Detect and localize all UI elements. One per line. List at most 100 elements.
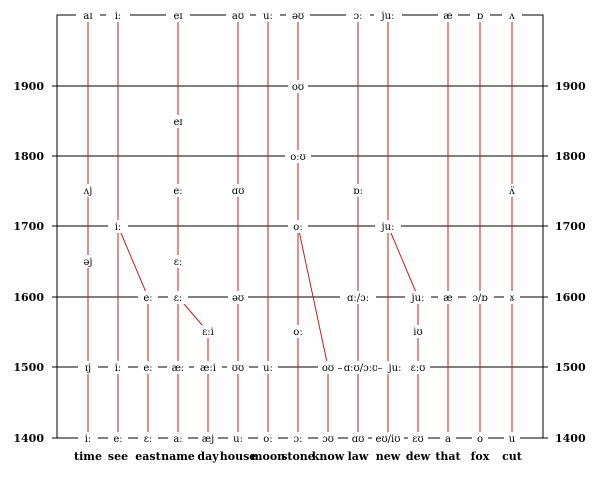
year-axis-left: 1400 1500 1600 1700 1800 1900 (13, 80, 57, 445)
year-label: 1700 (13, 220, 44, 233)
year-label: 1800 (13, 150, 44, 163)
year-label: 1600 (555, 291, 586, 304)
year-label: 1700 (555, 220, 586, 233)
ipa-label: a (445, 434, 451, 445)
path-east-diagonal (117, 225, 149, 298)
word-label: name (161, 450, 195, 463)
year-axis-right: 1400 1500 1600 1700 1800 1900 (543, 80, 586, 445)
word-label: house (220, 450, 257, 463)
path-know-diagonal (297, 225, 329, 368)
ipa-label: oː (293, 222, 302, 233)
ipa-label: æ (443, 11, 452, 22)
ipa-label: ɔː (294, 434, 303, 445)
path-dew-diagonal (387, 225, 419, 298)
ipa-label: eʊ/iʊ (376, 434, 401, 445)
ipa-label: eː (173, 186, 182, 197)
word-label: stone (281, 450, 315, 463)
ipa-label: aː (173, 434, 182, 445)
ipa-label: juː (381, 222, 395, 233)
ipa-label: ɛː (174, 257, 183, 268)
word-label: that (435, 450, 461, 463)
ipa-label: æ (443, 293, 452, 304)
word-label: time (74, 450, 102, 463)
year-label: 1400 (13, 432, 44, 445)
word-label: new (376, 450, 401, 463)
ipa-label: iː (115, 11, 122, 22)
ipa-label: oːʊ (290, 152, 306, 163)
ipa-label: ʌ (508, 11, 515, 22)
ipa-label: o (477, 434, 483, 445)
ipa-label: ɑʊ (352, 434, 365, 445)
year-label: 1400 (555, 432, 586, 445)
word-label: cut (502, 450, 523, 463)
ipa-label: əj (83, 257, 92, 268)
ipa-label: ɒ (477, 11, 484, 22)
intermediate-stages: oʊ eɪ oːʊ ʌj eː ɑʊ ɒː ʌ̈ iː oː juː əj ɛː… (78, 80, 520, 374)
ipa-label: ɑʊ (232, 186, 245, 197)
ipa-label: ɛʊ (412, 434, 423, 445)
ipa-label: ʊʊ (232, 363, 244, 374)
ipa-label: ɛː (144, 434, 153, 445)
ipa-label: eɪ (173, 11, 182, 22)
modern-pronunciations: aɪ iː eɪ aʊ uː əʊ ɔː juː æ ɒ ʌ (76, 9, 522, 22)
ipa-label: iʊ (413, 327, 422, 338)
ipa-label: ɑː/ɔː (347, 293, 369, 304)
ipa-label: æj (202, 434, 215, 445)
ipa-label: ɔː (354, 11, 363, 22)
ipa-label: æː (172, 363, 185, 374)
ipa-label: juː (381, 11, 395, 22)
year-label: 1900 (555, 80, 586, 93)
year-label: 1500 (13, 361, 44, 374)
ipa-label: əʊ (292, 11, 304, 22)
word-label: moon (251, 450, 285, 463)
ipa-label: aʊ (232, 11, 244, 22)
ipa-label: æːi (200, 363, 216, 374)
ipa-label: ɪj (85, 363, 91, 374)
word-label: see (108, 450, 128, 463)
ipa-label: uː (263, 11, 273, 22)
ipa-label: oʊ (322, 363, 334, 374)
ipa-label: ɛːʊ (411, 363, 426, 374)
word-label: dew (406, 450, 431, 463)
ipa-label: ɔʊ (322, 434, 334, 445)
word-label: fox (471, 450, 490, 463)
ipa-label: iː (85, 434, 92, 445)
ipa-label: ʌj (83, 186, 93, 197)
ipa-label: ɤ (509, 293, 515, 304)
word-label: know (312, 450, 345, 463)
separator-dash: – (338, 363, 343, 374)
word-label: east (135, 450, 161, 463)
ipa-label: aɪ (83, 11, 92, 22)
word-label: law (348, 450, 369, 463)
ipa-label: eː (113, 434, 122, 445)
ipa-label: oː (293, 327, 302, 338)
ipa-label: juː (388, 363, 402, 374)
ipa-label: iː (115, 222, 122, 233)
ipa-label: uː (263, 363, 273, 374)
ipa-label: ɒː (353, 186, 363, 197)
ipa-label: oʊ (292, 82, 304, 93)
ipa-label: eː (143, 293, 152, 304)
ipa-label: əʊ (232, 293, 244, 304)
ipa-label: eː (143, 363, 152, 374)
ipa-label: ɛː (174, 293, 183, 304)
ipa-label: ɛːi (202, 327, 214, 338)
ipa-label: oː (263, 434, 272, 445)
word-labels: time see east name day house moon stone … (74, 450, 523, 463)
separator-dash: – (378, 363, 383, 374)
ipa-label: juː (411, 293, 425, 304)
ipa-label: eɪ (173, 117, 182, 128)
ipa-label: u (509, 434, 516, 445)
year-label: 1900 (13, 80, 44, 93)
year-label: 1800 (555, 150, 586, 163)
word-label: day (197, 450, 219, 463)
ipa-label: ɑːʊ/ɔːʊ (344, 363, 379, 374)
year-label: 1500 (555, 361, 586, 374)
ipa-label: iː (115, 363, 122, 374)
ipa-label: ʌ̈ (508, 186, 515, 197)
middle-english-pronunciations: iː eː ɛː aː æj uː oː ɔː ɔʊ ɑʊ eʊ/iʊ ɛʊ a… (78, 432, 520, 445)
year-label: 1600 (13, 291, 44, 304)
ipa-label: uː (233, 434, 243, 445)
ipa-label: ɔ/ɒ (472, 293, 488, 304)
